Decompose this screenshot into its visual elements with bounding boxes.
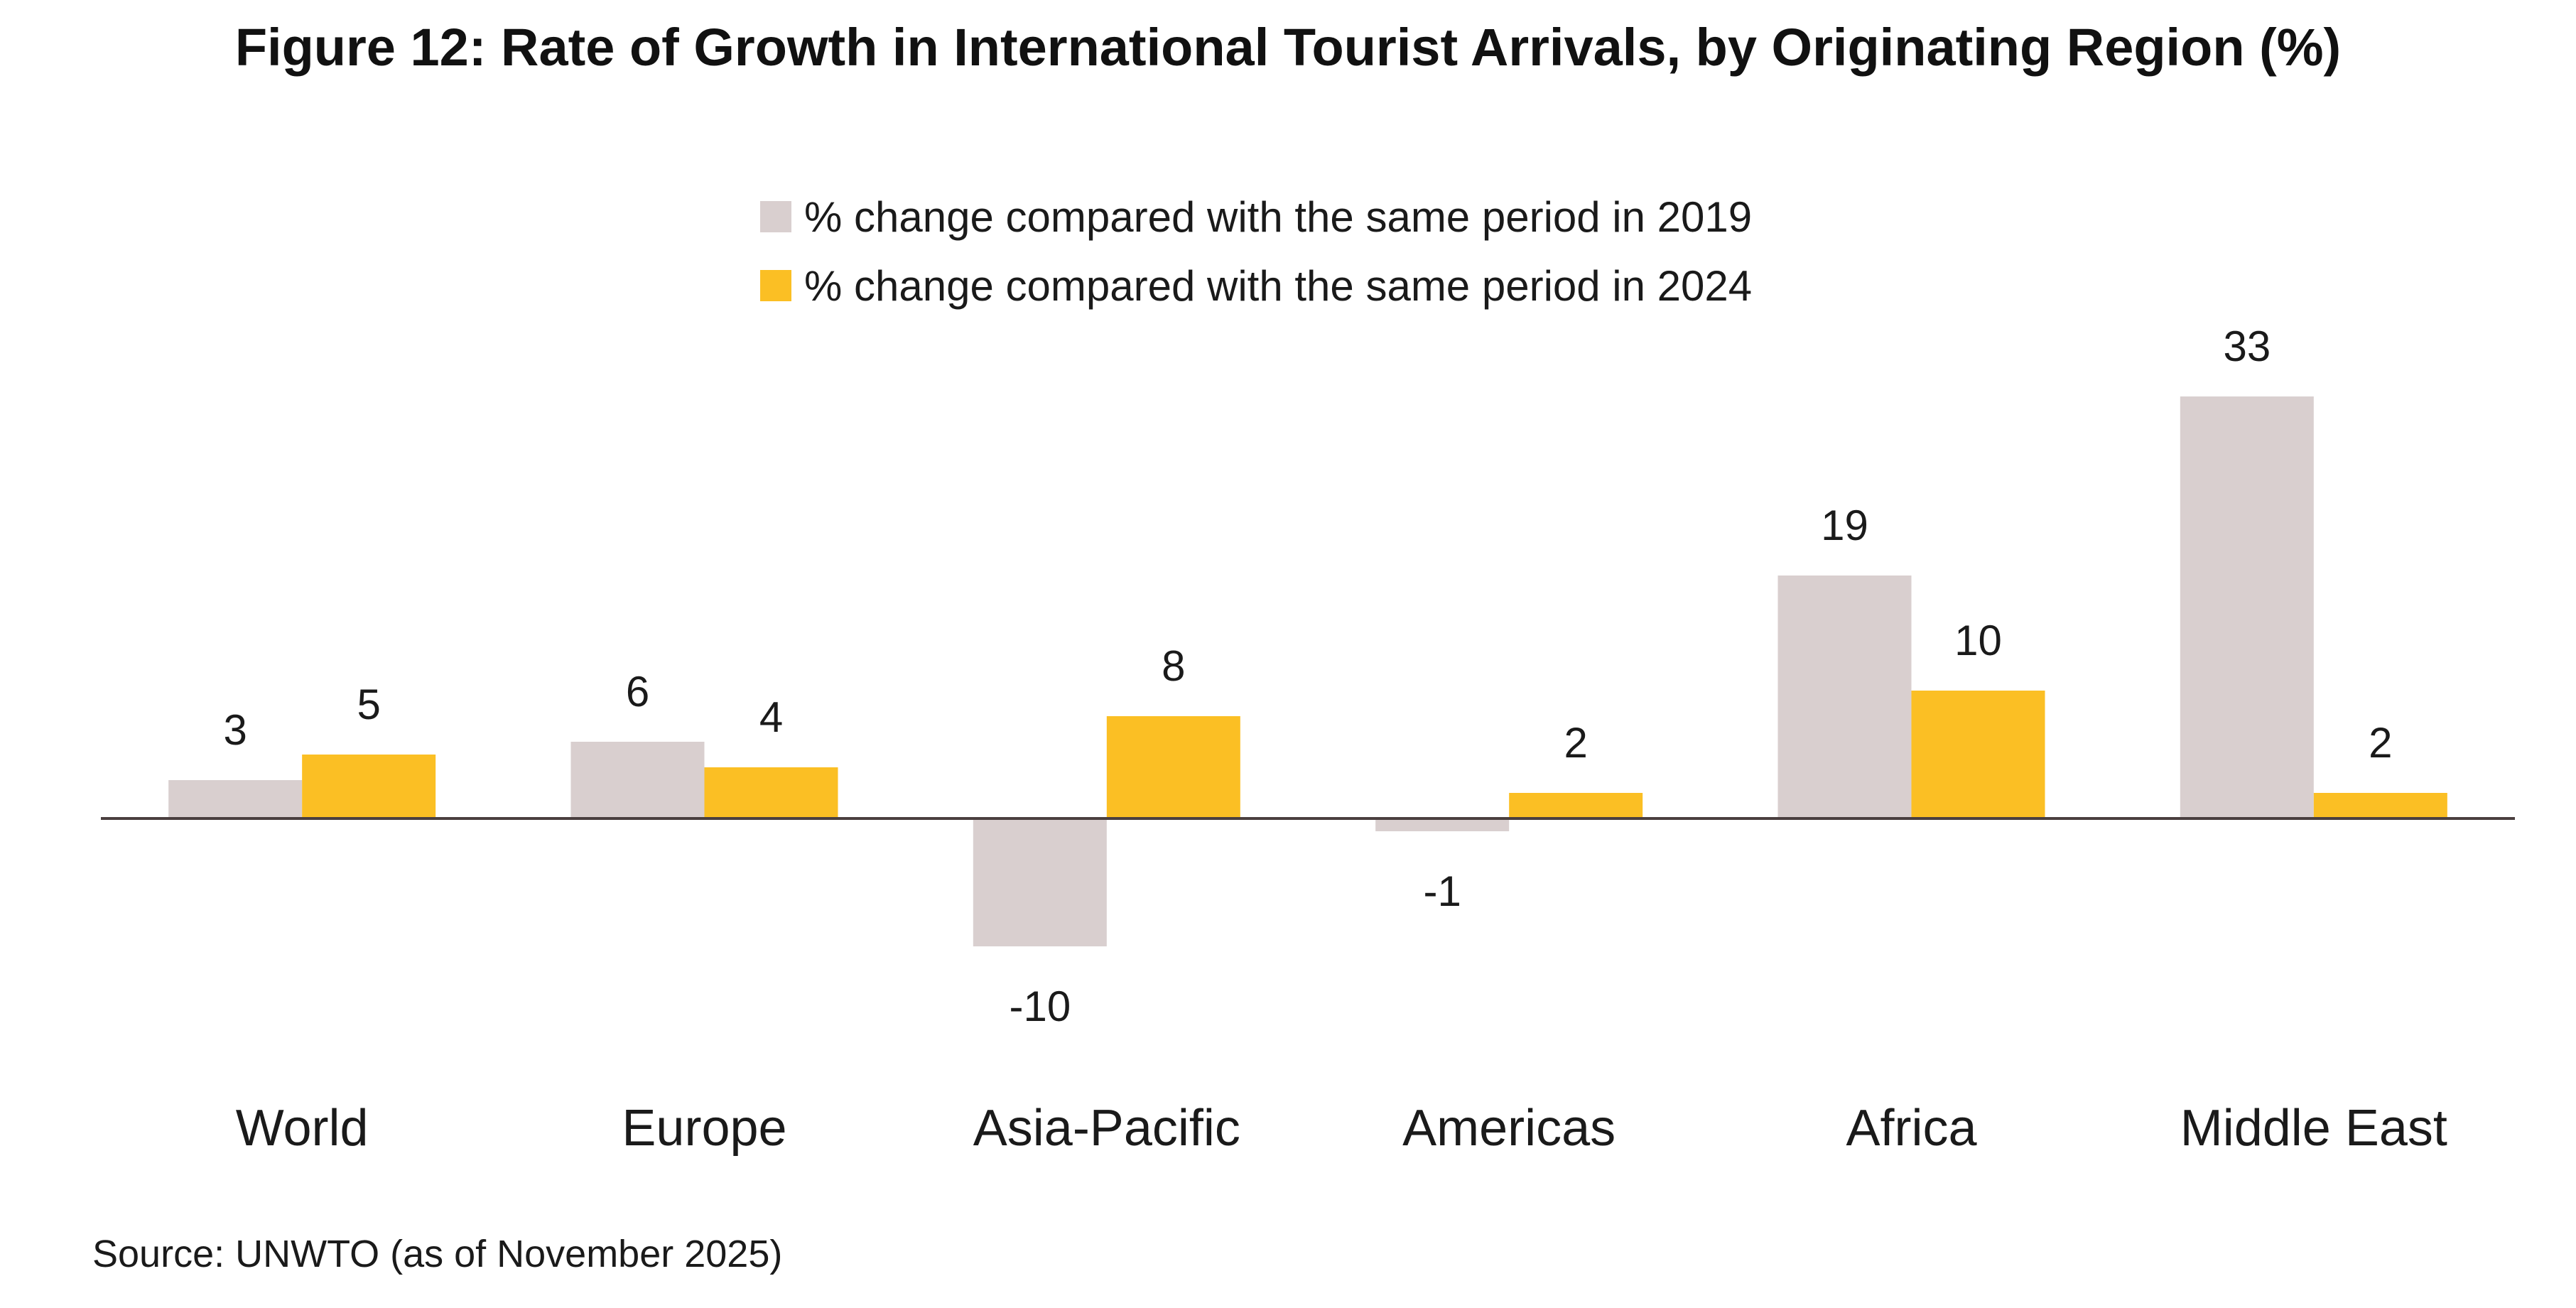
bar-world-series-2 — [302, 755, 436, 818]
bar-africa-series-2 — [1911, 691, 2045, 818]
value-label-americas-series-2: 2 — [1564, 719, 1587, 767]
bar-americas-series-2 — [1509, 793, 1643, 818]
value-label-asia-pacific-series-2: 8 — [1162, 642, 1185, 690]
category-label-world: World — [236, 1100, 369, 1157]
value-label-africa-series-1: 19 — [1821, 502, 1868, 549]
value-label-europe-series-2: 4 — [759, 693, 783, 741]
bar-europe-series-1 — [570, 742, 705, 818]
bar-africa-series-1 — [1777, 575, 1912, 818]
source-note: Source: UNWTO (as of November 2025) — [92, 1233, 782, 1275]
legend-swatch-2019 — [760, 201, 791, 232]
value-label-europe-series-1: 6 — [626, 668, 649, 715]
category-label-asia-pacific: Asia-Pacific — [973, 1100, 1240, 1157]
value-label-asia-pacific-series-1: -10 — [1009, 983, 1071, 1030]
bars — [168, 396, 2447, 946]
bar-middle-east-series-1 — [2180, 396, 2314, 818]
value-label-middle-east-series-1: 33 — [2223, 323, 2271, 370]
value-label-world-series-2: 5 — [357, 681, 380, 728]
bar-world-series-1 — [168, 780, 303, 818]
legend-swatch-2024 — [760, 270, 791, 301]
legend: % change compared with the same period i… — [760, 193, 1752, 310]
category-label-americas: Americas — [1402, 1100, 1616, 1157]
value-label-americas-series-1: -1 — [1423, 868, 1461, 915]
legend-label-2019: % change compared with the same period i… — [804, 193, 1752, 241]
bar-middle-east-series-2 — [2313, 793, 2447, 818]
chart-title: Figure 12: Rate of Growth in Internation… — [235, 18, 2341, 77]
data-labels: 3 5 6 4 -10 8 -1 2 19 10 33 2 — [223, 323, 2392, 1030]
value-label-middle-east-series-2: 2 — [2369, 719, 2392, 767]
category-label-africa: Africa — [1846, 1100, 1977, 1157]
value-label-africa-series-2: 10 — [1954, 617, 2002, 664]
category-labels: World Europe Asia-Pacific Americas Africa Mid… — [236, 1100, 2447, 1157]
category-label-middle-east: Middle East — [2180, 1100, 2447, 1157]
value-label-world-series-1: 3 — [223, 706, 247, 754]
legend-label-2024: % change compared with the same period i… — [804, 262, 1752, 310]
bar-asia-pacific-series-1 — [973, 818, 1107, 946]
category-label-europe: Europe — [622, 1100, 786, 1157]
bar-europe-series-2 — [704, 767, 838, 818]
bar-asia-pacific-series-2 — [1106, 716, 1240, 818]
bar-americas-series-1 — [1375, 818, 1510, 831]
